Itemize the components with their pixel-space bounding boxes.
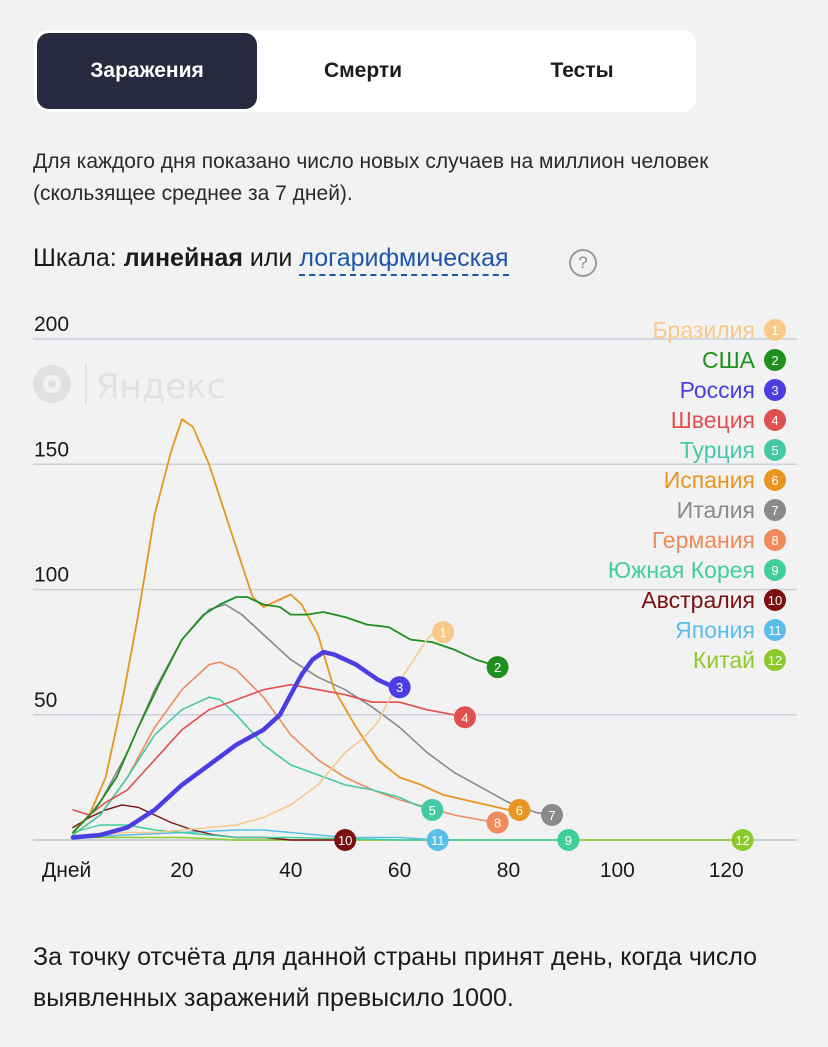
series-end-marker-label: 1: [440, 625, 447, 640]
legend-marker: [764, 529, 786, 551]
legend-label: Южная Корея: [608, 557, 755, 583]
series-end-marker: [508, 798, 531, 821]
scale-current: линейная: [123, 244, 243, 272]
series-end-marker: [432, 621, 455, 644]
scale-log-link[interactable]: логарифмическая: [299, 244, 509, 276]
x-tick-label: 120: [709, 859, 744, 882]
series-end-marker-label: 8: [494, 815, 501, 830]
legend-marker: [764, 319, 786, 341]
series-end-marker: [486, 811, 509, 834]
chart-end-markers: 12 11 10 9 8 7 6 5 4 2 1 3: [334, 621, 754, 851]
chart-legend: Бразилия 1 США 2 Россия 3 Швеция 4 Турция 5 Испани…: [608, 317, 786, 673]
x-axis-label: Дней: [42, 859, 91, 882]
chart-series: [70, 418, 744, 841]
series-end-marker: [388, 676, 411, 699]
legend-marker: [764, 409, 786, 431]
x-tick-label: 40: [279, 859, 302, 882]
legend-label: Германия: [652, 527, 755, 553]
legend-marker-label: 2: [771, 353, 778, 368]
chart-description: Для каждого дня показано число новых слу…: [33, 150, 709, 205]
series-line: [72, 603, 553, 834]
series-end-marker: [426, 829, 449, 851]
legend-label: Китай: [693, 647, 755, 673]
series-end-marker: [453, 706, 476, 729]
series-end-marker-label: 5: [429, 803, 436, 818]
series-end-marker: [486, 656, 509, 679]
series-end-marker: [557, 829, 580, 851]
series-end-marker-label: 11: [431, 833, 445, 848]
legend-marker: [764, 589, 786, 611]
series-end-marker-label: 10: [338, 833, 352, 848]
legend-marker-label: 7: [771, 503, 778, 518]
legend-marker-label: 8: [771, 533, 778, 548]
legend-marker: [764, 649, 786, 671]
legend-marker-label: 3: [771, 383, 778, 398]
y-tick-label: 150: [34, 438, 69, 461]
legend-label: Швеция: [671, 407, 755, 433]
legend-label: Россия: [680, 377, 755, 403]
legend-label: Япония: [675, 617, 755, 643]
legend-marker-label: 9: [771, 563, 778, 578]
series-line: [70, 649, 402, 840]
series-end-marker: [731, 829, 754, 851]
yandex-watermark: Яндекс: [33, 364, 226, 407]
legend-marker: [764, 559, 786, 581]
legend-marker: [764, 469, 786, 491]
y-tick-label: 50: [34, 689, 57, 712]
legend-marker: [764, 379, 786, 401]
legend-marker-label: 12: [768, 653, 782, 668]
series-end-marker-label: 2: [494, 660, 501, 675]
scale-switcher: Шкала: линейная или логарифмическая: [33, 244, 509, 276]
legend-marker: [764, 349, 786, 371]
legend-marker: [764, 619, 786, 641]
x-tick-label: 80: [497, 859, 520, 882]
series-end-marker-label: 7: [548, 808, 555, 823]
series-end-marker: [541, 803, 564, 826]
series-line: [77, 628, 444, 836]
legend-label: Испания: [664, 467, 755, 493]
footnote: За точку отсчёта для данной страны приня…: [33, 943, 758, 1012]
axis-ticks: 50 100 150 200 20 40 60 80 100 120: [34, 313, 744, 882]
legend-label: США: [702, 347, 756, 373]
legend-marker-label: 1: [771, 323, 778, 338]
series-end-marker: [421, 798, 444, 821]
legend-marker-label: 11: [768, 623, 782, 638]
tab-deaths[interactable]: Смерти: [323, 59, 403, 82]
help-icon[interactable]: ?: [569, 249, 597, 277]
series-line: [72, 596, 499, 834]
y-tick-label: 100: [34, 564, 69, 587]
series-end-marker-label: 3: [396, 680, 403, 695]
legend-marker-label: 10: [768, 593, 782, 608]
legend-label: Италия: [677, 497, 755, 523]
watermark-text: Яндекс: [96, 367, 226, 407]
series-end-marker-label: 4: [461, 710, 468, 725]
series-line: [72, 683, 466, 816]
tab-tests[interactable]: Тесты: [550, 59, 614, 82]
legend-label: Турция: [680, 437, 755, 463]
legend-marker-label: 6: [771, 473, 778, 488]
legend-marker-label: 5: [771, 443, 778, 458]
series-line: [72, 829, 439, 841]
metric-tabs: Заражения Смерти Тесты: [34, 30, 696, 112]
legend-marker-label: 4: [771, 413, 778, 428]
series-end-marker-label: 12: [735, 833, 749, 848]
series-end-marker-label: 6: [516, 803, 523, 818]
series-end-marker: [334, 829, 357, 851]
series-line: [72, 696, 434, 836]
x-tick-label: 60: [388, 859, 411, 882]
legend-marker: [764, 499, 786, 521]
y-tick-label: 200: [34, 313, 69, 336]
x-tick-label: 100: [600, 859, 635, 882]
tab-infections[interactable]: Заражения: [37, 33, 257, 109]
scale-prefix: Шкала:: [33, 244, 117, 272]
watermark-logo-icon: [33, 365, 71, 403]
series-end-marker-label: 9: [565, 833, 572, 848]
legend-label: Австралия: [641, 587, 755, 613]
legend-marker: [764, 439, 786, 461]
legend-label: Бразилия: [652, 317, 755, 343]
scale-or: или: [249, 244, 293, 272]
x-tick-label: 20: [170, 859, 193, 882]
